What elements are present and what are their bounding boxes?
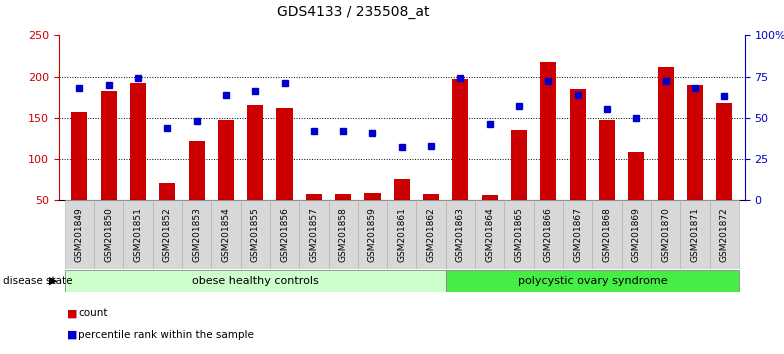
- Bar: [188, 141, 205, 200]
- Bar: [365, 193, 380, 200]
- Bar: [94, 200, 123, 269]
- Text: GSM201871: GSM201871: [691, 207, 699, 262]
- Bar: [277, 108, 292, 200]
- Bar: [710, 200, 739, 269]
- Bar: [211, 200, 241, 269]
- Text: GSM201865: GSM201865: [514, 207, 524, 262]
- Bar: [534, 200, 563, 269]
- Text: GSM201854: GSM201854: [221, 207, 230, 262]
- Bar: [717, 103, 732, 200]
- Bar: [622, 200, 651, 269]
- Bar: [306, 194, 322, 200]
- Text: GSM201866: GSM201866: [544, 207, 553, 262]
- Text: GSM201855: GSM201855: [251, 207, 260, 262]
- Bar: [328, 200, 358, 269]
- Text: GSM201861: GSM201861: [397, 207, 406, 262]
- Bar: [159, 183, 176, 200]
- Bar: [475, 200, 504, 269]
- Bar: [416, 200, 446, 269]
- Bar: [687, 85, 703, 200]
- Text: GSM201872: GSM201872: [720, 207, 729, 262]
- Bar: [182, 200, 211, 269]
- Bar: [71, 112, 87, 200]
- Bar: [599, 120, 615, 200]
- Bar: [64, 200, 94, 269]
- Bar: [358, 200, 387, 269]
- Text: GSM201864: GSM201864: [485, 207, 494, 262]
- Text: GSM201853: GSM201853: [192, 207, 201, 262]
- Text: polycystic ovary syndrome: polycystic ovary syndrome: [517, 276, 667, 286]
- Bar: [387, 200, 416, 269]
- Text: GSM201851: GSM201851: [133, 207, 143, 262]
- Bar: [504, 200, 534, 269]
- Text: ■: ■: [67, 308, 77, 318]
- Bar: [628, 152, 644, 200]
- Bar: [130, 83, 146, 200]
- Bar: [100, 91, 117, 200]
- Text: GSM201859: GSM201859: [368, 207, 377, 262]
- Text: GDS4133 / 235508_at: GDS4133 / 235508_at: [277, 5, 429, 19]
- Text: GSM201850: GSM201850: [104, 207, 113, 262]
- Bar: [658, 67, 673, 200]
- Bar: [64, 270, 446, 292]
- Bar: [299, 200, 328, 269]
- Text: GSM201862: GSM201862: [426, 207, 436, 262]
- Text: ▶: ▶: [49, 276, 57, 286]
- Text: GSM201856: GSM201856: [280, 207, 289, 262]
- Bar: [511, 130, 527, 200]
- Bar: [452, 79, 469, 200]
- Text: GSM201863: GSM201863: [456, 207, 465, 262]
- Bar: [423, 194, 439, 200]
- Bar: [270, 200, 299, 269]
- Bar: [218, 120, 234, 200]
- Bar: [153, 200, 182, 269]
- Text: ■: ■: [67, 330, 77, 339]
- Text: percentile rank within the sample: percentile rank within the sample: [78, 330, 254, 339]
- Bar: [570, 89, 586, 200]
- Bar: [563, 200, 593, 269]
- Bar: [394, 179, 410, 200]
- Bar: [446, 270, 739, 292]
- Bar: [681, 200, 710, 269]
- Bar: [446, 200, 475, 269]
- Bar: [481, 195, 498, 200]
- Bar: [241, 200, 270, 269]
- Bar: [593, 200, 622, 269]
- Text: disease state: disease state: [3, 276, 76, 286]
- Bar: [540, 62, 557, 200]
- Bar: [123, 200, 153, 269]
- Text: GSM201870: GSM201870: [661, 207, 670, 262]
- Bar: [247, 104, 263, 200]
- Text: GSM201869: GSM201869: [632, 207, 641, 262]
- Text: GSM201868: GSM201868: [603, 207, 612, 262]
- Bar: [335, 194, 351, 200]
- Text: GSM201867: GSM201867: [573, 207, 583, 262]
- Text: obese healthy controls: obese healthy controls: [192, 276, 318, 286]
- Text: GSM201858: GSM201858: [339, 207, 347, 262]
- Text: GSM201849: GSM201849: [74, 207, 84, 262]
- Text: GSM201852: GSM201852: [163, 207, 172, 262]
- Text: GSM201857: GSM201857: [310, 207, 318, 262]
- Bar: [651, 200, 681, 269]
- Text: count: count: [78, 308, 108, 318]
